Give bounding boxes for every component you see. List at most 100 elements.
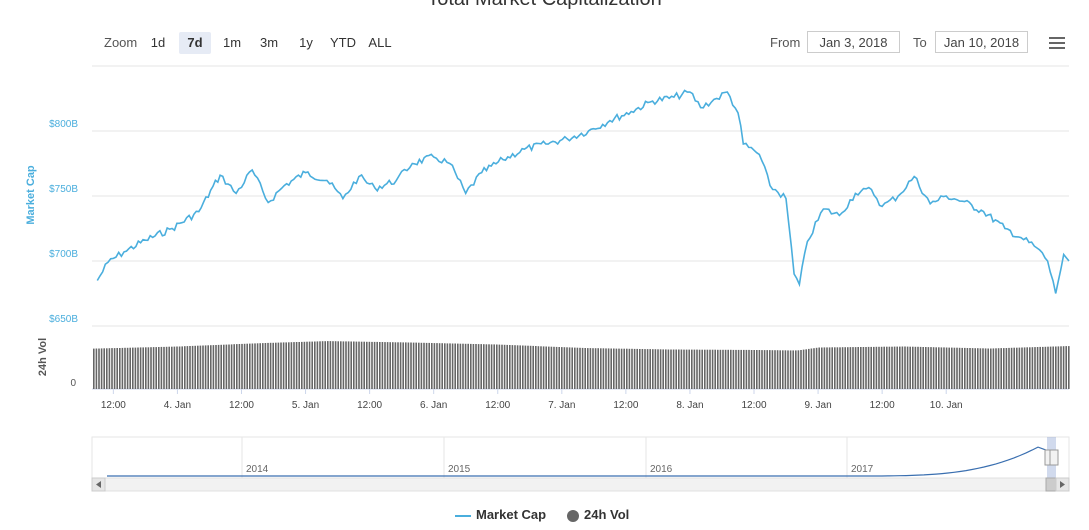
- from-date-input[interactable]: Jan 3, 2018: [807, 31, 900, 53]
- volume-bar: [717, 349, 719, 389]
- volume-bar: [839, 347, 841, 389]
- volume-bar: [1010, 347, 1013, 389]
- to-date-input[interactable]: Jan 10, 2018: [935, 31, 1028, 53]
- volume-bar: [319, 341, 321, 389]
- volume-bar: [379, 342, 381, 389]
- volume-bar: [171, 346, 173, 389]
- to-label: To: [913, 35, 927, 50]
- zoom-1d-button[interactable]: 1d: [150, 35, 166, 50]
- volume-bar: [865, 347, 867, 389]
- volume-bar: [657, 349, 659, 389]
- volume-bar: [852, 347, 854, 389]
- volume-bar: [376, 341, 378, 389]
- volume-bar: [329, 341, 332, 389]
- navigator[interactable]: 2014 2015 2016 2017: [91, 436, 1070, 479]
- volume-bar: [930, 347, 932, 389]
- volume-bar: [987, 348, 989, 389]
- volume-bar: [503, 344, 506, 389]
- volume-bar: [454, 343, 456, 389]
- volume-bar: [795, 350, 797, 389]
- volume-bar: [462, 343, 464, 389]
- volume-bar: [399, 342, 402, 389]
- volume-bar: [332, 341, 334, 389]
- zoom-1m-button[interactable]: 1m: [222, 35, 242, 50]
- volume-bar: [688, 349, 690, 389]
- zoom-all-button[interactable]: ALL: [368, 35, 392, 50]
- scrollbar-thumb[interactable]: [1045, 477, 1058, 492]
- volume-bar: [405, 342, 407, 389]
- y-axis-title-market-cap: Market Cap: [25, 165, 37, 225]
- chart-title: Total Market Capitalization: [0, 0, 1089, 11]
- volume-bar: [225, 344, 228, 389]
- volume-bar: [363, 341, 365, 389]
- navigator-handle-right[interactable]: [1049, 449, 1059, 466]
- volume-bar: [675, 349, 677, 389]
- volume-bar: [93, 348, 95, 389]
- volume-bar: [238, 344, 241, 389]
- volume-bar: [178, 346, 181, 389]
- volume-bar: [509, 345, 511, 389]
- zoom-3m-button[interactable]: 3m: [259, 35, 279, 50]
- volume-bar: [932, 347, 935, 389]
- volume-bar: [233, 344, 235, 389]
- volume-bar: [982, 348, 984, 389]
- volume-bar: [935, 347, 937, 389]
- volume-bar: [990, 348, 992, 389]
- volume-bar: [745, 349, 748, 389]
- volume-bar: [431, 343, 433, 389]
- volume-bar: [415, 342, 417, 389]
- volume-bar: [314, 341, 316, 389]
- hamburger-menu-icon[interactable]: [1049, 37, 1065, 50]
- volume-bar: [1057, 346, 1060, 389]
- volume-bar: [1016, 347, 1018, 389]
- volume-bar: [103, 348, 105, 389]
- volume-bar: [665, 349, 667, 389]
- volume-bar: [659, 349, 662, 389]
- volume-bar: [545, 346, 547, 389]
- volume-bar: [1034, 347, 1036, 389]
- legend-item-market-cap[interactable]: Market Cap: [455, 507, 546, 523]
- volume-bar: [670, 349, 672, 389]
- volume-bar: [597, 348, 599, 389]
- volume-bar: [602, 348, 605, 389]
- volume-bar: [532, 345, 534, 389]
- volume-bar: [295, 342, 298, 389]
- legend-item-24h-vol[interactable]: 24h Vol: [567, 507, 629, 523]
- market-cap-legend-swatch: [455, 514, 471, 517]
- zoom-ytd-button[interactable]: YTD: [330, 35, 356, 50]
- volume-bar: [254, 343, 256, 389]
- volume-bar: [371, 341, 373, 389]
- volume-bar: [626, 348, 628, 389]
- volume-bar: [249, 343, 251, 389]
- volume-bar: [735, 349, 737, 389]
- x-tick-label: 5. Jan: [292, 400, 319, 411]
- volume-bar: [397, 342, 399, 389]
- volume-bar: [969, 348, 971, 389]
- volume-bar: [381, 342, 384, 389]
- scrollbar[interactable]: [91, 477, 1070, 492]
- volume-bar: [236, 344, 238, 389]
- volume-bar: [927, 347, 930, 389]
- volume-bar: [909, 346, 911, 389]
- legend-label-24h-vol: 24h Vol: [584, 507, 630, 522]
- volume-bar: [784, 350, 787, 389]
- volume-bar: [875, 346, 878, 389]
- volume-bar: [776, 350, 779, 389]
- volume-bar: [808, 348, 810, 389]
- volume-bar: [667, 349, 670, 389]
- volume-bar: [581, 347, 584, 389]
- volume-bar: [217, 344, 220, 389]
- volume-bar: [412, 342, 415, 389]
- volume-bar: [758, 350, 761, 389]
- volume-bar: [340, 341, 342, 389]
- navigator-year-labels: 2014 2015 2016 2017: [241, 437, 874, 478]
- zoom-7d-button[interactable]: 7d: [179, 32, 211, 54]
- volume-bar: [116, 348, 118, 389]
- volume-bar: [696, 349, 698, 389]
- volume-bar: [737, 349, 740, 389]
- volume-bar: [498, 344, 501, 389]
- zoom-1y-button[interactable]: 1y: [299, 35, 313, 50]
- volume-bar: [566, 347, 568, 389]
- volume-bar: [571, 347, 573, 389]
- volume-bar: [542, 346, 545, 389]
